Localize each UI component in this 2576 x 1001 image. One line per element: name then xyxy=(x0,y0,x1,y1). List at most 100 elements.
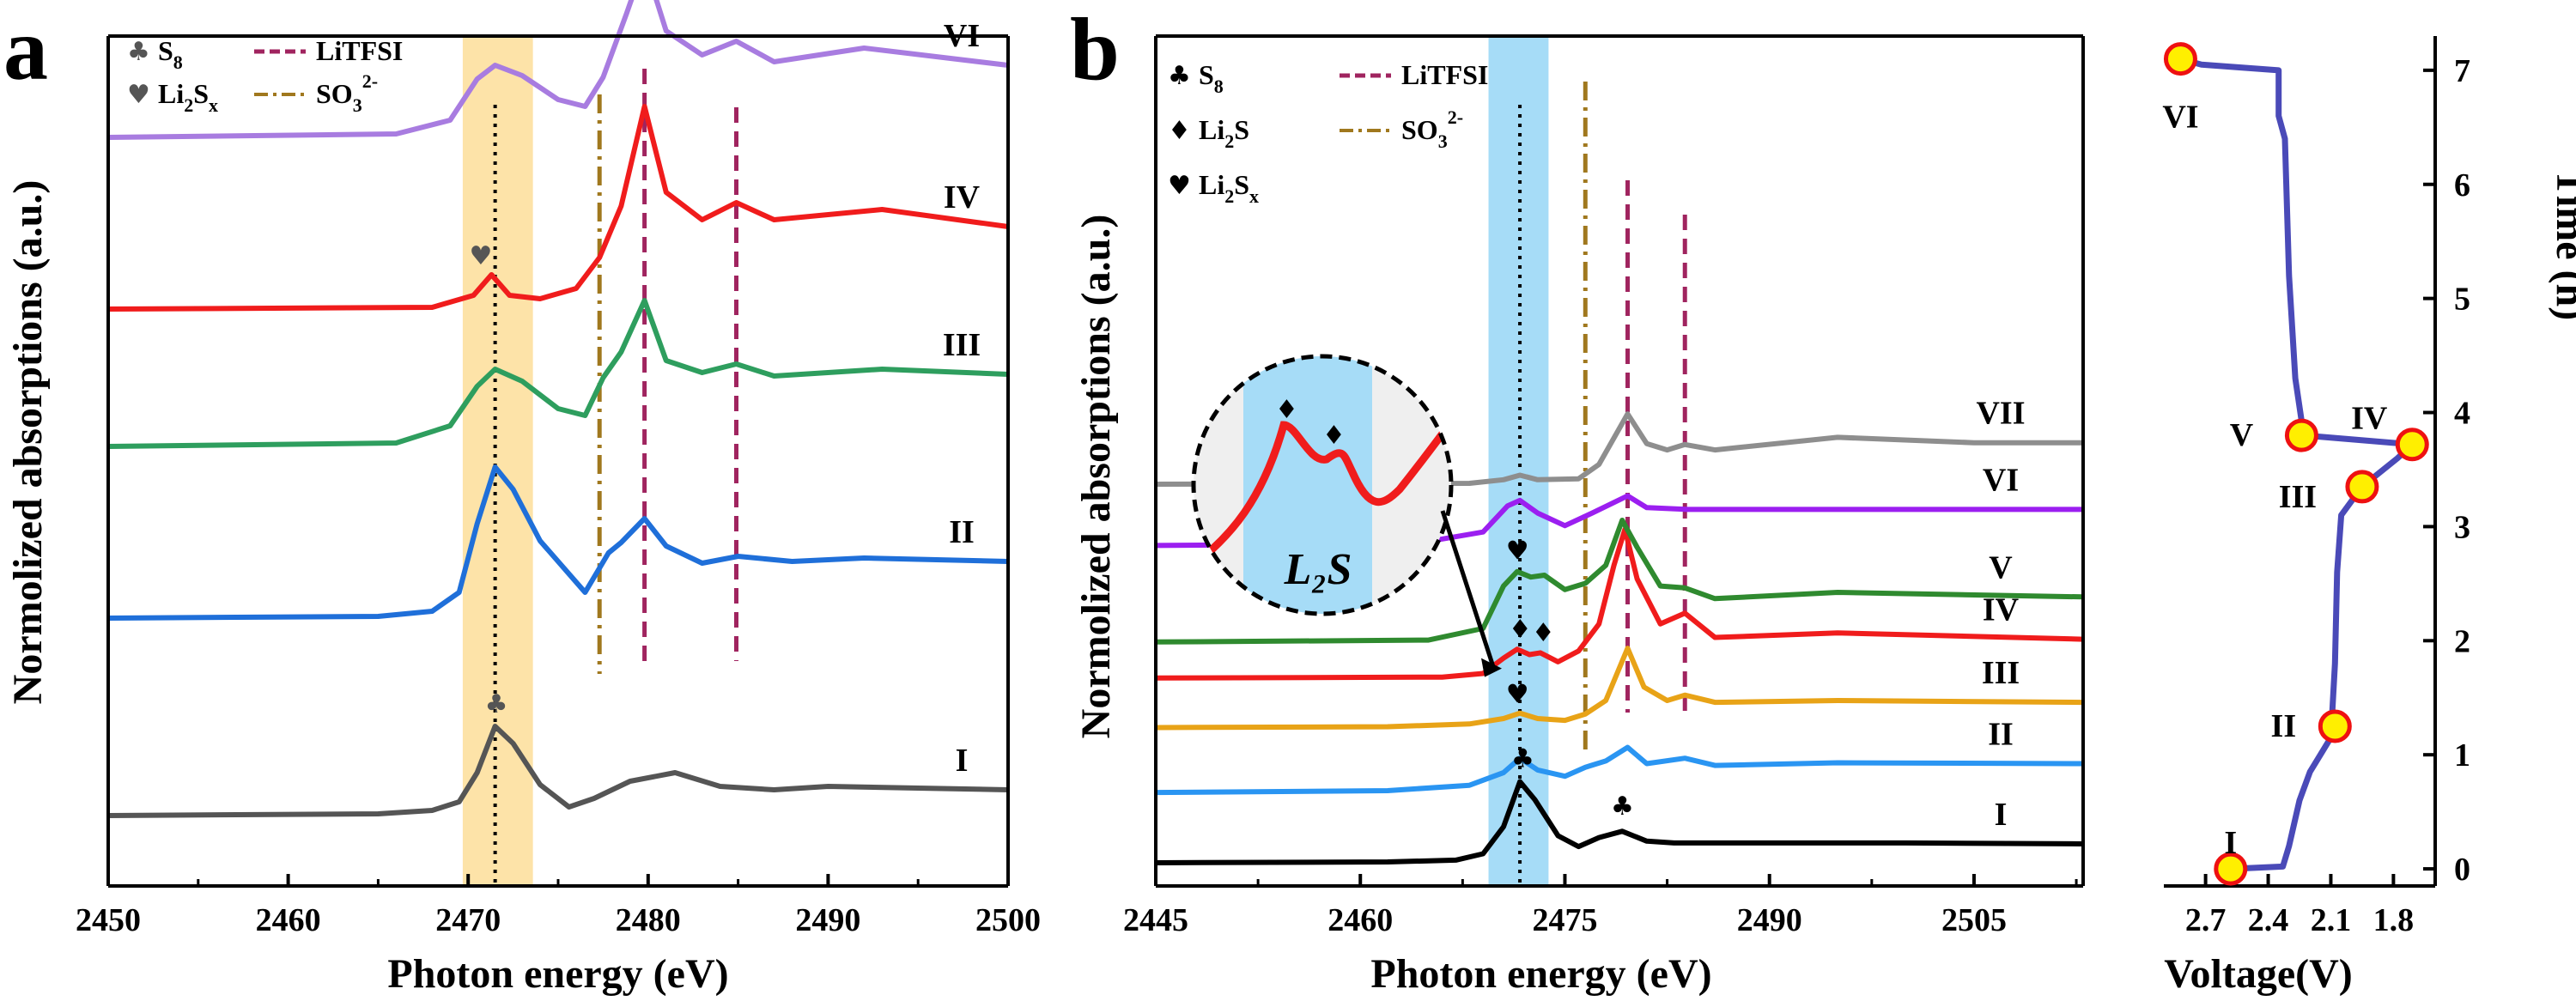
y-tick-label: 4 xyxy=(2454,396,2470,432)
peak-marker-li2s: ♦ xyxy=(1509,615,1532,645)
highlight-band-rect xyxy=(462,36,533,886)
legend-subscript: 3 xyxy=(353,94,362,116)
x-tick-label: 2475 xyxy=(1532,902,1597,938)
legend-marker: ♣ xyxy=(1168,61,1191,91)
y-tick-label: 1 xyxy=(2454,737,2470,774)
spectrum-line-VI xyxy=(1155,493,2083,549)
y-tick-label: 6 xyxy=(2454,167,2470,203)
spectrum-line-IV xyxy=(107,104,1009,312)
legend-subscript: 8 xyxy=(173,52,183,73)
series-label-I: I xyxy=(1995,797,2008,833)
legend-marker: ♥ xyxy=(1168,171,1191,201)
legend-label: S xyxy=(1199,59,1214,90)
x-tick-label: 1.8 xyxy=(2373,902,2415,938)
series-label-II: II xyxy=(949,514,975,550)
legend-label: S xyxy=(193,78,209,109)
series-label-I: I xyxy=(956,743,969,779)
peak-marker-s8: ♣ xyxy=(1511,743,1534,774)
legend-superscript: 2- xyxy=(1448,106,1463,128)
voltage-curve xyxy=(2179,56,2415,872)
state-point-label-I: I xyxy=(2224,825,2237,861)
y-tick-label: 2 xyxy=(2454,623,2470,659)
x-tick-label: 2500 xyxy=(975,902,1041,938)
spectrum-line-I xyxy=(1155,779,2084,865)
legend-label: Li xyxy=(158,78,184,109)
state-point-label-III: III xyxy=(2279,479,2317,515)
legend-superscript: 2- xyxy=(362,70,378,92)
state-point-label-IV: IV xyxy=(2351,401,2388,437)
legend-label: SO xyxy=(1401,114,1438,145)
series-label-IV: IV xyxy=(944,179,981,215)
series-label-V: V xyxy=(1989,549,2013,585)
reference-lines xyxy=(1518,82,1687,886)
x-tick-label: 2490 xyxy=(795,902,860,938)
state-point-I xyxy=(2214,852,2248,886)
x-tick-label: 2480 xyxy=(616,902,681,938)
legend-label: S xyxy=(1234,169,1249,200)
x-tick-label: 2490 xyxy=(1737,902,1802,938)
peak-markers: ♣♥ xyxy=(469,241,507,719)
x-tick-label: 2450 xyxy=(76,902,141,938)
y-axis-title: Normolized absorptions (a.u.) xyxy=(1073,215,1119,739)
y-tick-label: 3 xyxy=(2454,509,2470,545)
y-axis-title: Time (h) xyxy=(2548,169,2576,320)
inset-arrow-head xyxy=(1481,658,1502,677)
legend-label: S xyxy=(158,35,173,66)
series-label-III: III xyxy=(943,327,981,363)
legend-subscript: x xyxy=(209,94,218,116)
series-label-II: II xyxy=(1988,717,2014,753)
peak-markers: ♣ ♣ ♥ ♥ ♦ ♦ xyxy=(1506,537,1634,822)
state-point-IV xyxy=(2395,428,2429,462)
x-tick-label: 2445 xyxy=(1123,902,1188,938)
peak-marker-s8: ♣ xyxy=(485,689,508,719)
legend-subscript: x xyxy=(1249,185,1259,207)
legend-label: SO xyxy=(316,78,353,109)
panel-letter-a: a xyxy=(3,0,48,99)
x-tick-label: 2.4 xyxy=(2248,902,2289,938)
inset-marker-li2s: ♦ xyxy=(1322,421,1346,451)
axes: 2445 2460 2475 2490 2505 xyxy=(1123,34,2085,938)
x-tick-label: 2460 xyxy=(1327,902,1393,938)
legend-subscript: 2 xyxy=(1224,185,1234,207)
peak-marker-li2sx: ♥ xyxy=(469,241,492,271)
spectrum-line-VII xyxy=(1155,411,2083,487)
peak-marker-li2s: ♦ xyxy=(1532,618,1555,648)
state-point-II xyxy=(2318,709,2352,743)
inset-li2s-spectrum xyxy=(1198,421,1447,562)
x-axis-title: Voltage(V) xyxy=(2164,951,2353,997)
legend-label: Li xyxy=(1199,114,1224,145)
peak-marker-li2sx: ♥ xyxy=(1506,537,1529,567)
legend-subscript: 2 xyxy=(184,94,193,116)
legend-label: LiTFSI xyxy=(1401,59,1488,90)
series-label-III: III xyxy=(1982,655,2020,691)
spectrum-line-II xyxy=(107,464,1009,621)
state-point-III xyxy=(2345,470,2379,504)
series-label-VII: VII xyxy=(1976,396,2025,432)
inset-arrow-line xyxy=(1440,510,1496,668)
x-axis-title: Photon energy (eV) xyxy=(1370,951,1711,997)
inset-content xyxy=(1194,356,1451,614)
legend-subscript: 2 xyxy=(1224,130,1234,152)
x-tick-label: 2.7 xyxy=(2185,902,2227,938)
legend-marker: ♥ xyxy=(127,80,150,110)
legend-label: S xyxy=(1234,114,1249,145)
inset-label: L₂S xyxy=(1284,545,1352,594)
li2s-inset: ♦ ♦ L₂S xyxy=(1191,354,1502,677)
legend-subscript: 8 xyxy=(1214,76,1224,97)
x-tick-label: 2.1 xyxy=(2311,902,2352,938)
x-tick-label: 2470 xyxy=(435,902,501,938)
legend-label: Li xyxy=(1199,169,1224,200)
legend-marker: ♣ xyxy=(127,37,150,67)
highlight-band xyxy=(462,36,533,886)
peak-marker-s8: ♣ xyxy=(1611,792,1634,822)
state-point-label-V: V xyxy=(2230,417,2254,453)
axes: 2450 2460 2470 2480 2490 2500 xyxy=(76,34,1041,938)
